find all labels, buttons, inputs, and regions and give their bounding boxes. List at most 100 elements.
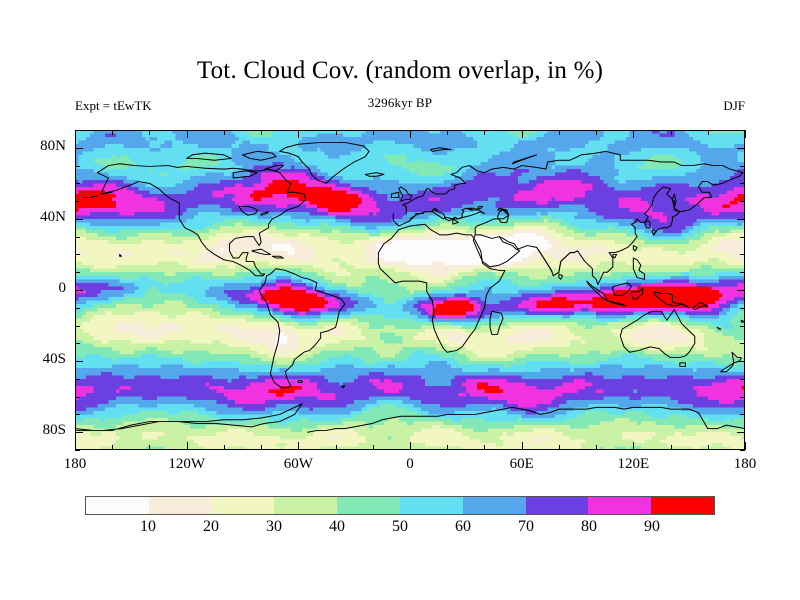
colorbar-tick-20: 20 bbox=[203, 518, 219, 535]
coastline-segment-2 bbox=[186, 152, 232, 161]
coastline-segment-3 bbox=[241, 150, 277, 161]
x-tick-top-180 bbox=[745, 130, 747, 138]
coastline-segment-17 bbox=[630, 287, 644, 300]
y-label-80S: 80S bbox=[42, 422, 66, 439]
contour-field bbox=[75, 130, 745, 450]
y-label-80N: 80N bbox=[40, 137, 66, 154]
colorbar-tick-70: 70 bbox=[518, 518, 534, 535]
x-label-180: 180 bbox=[733, 456, 757, 472]
colorbar-band-20-30 bbox=[211, 497, 275, 514]
y-tick-70 bbox=[75, 166, 80, 168]
colorbar-band-40-50 bbox=[337, 497, 400, 514]
x-label-60E: 60E bbox=[509, 456, 534, 472]
y-tick-right--40 bbox=[737, 361, 745, 363]
colorbar bbox=[85, 496, 715, 515]
coastline-segment-21 bbox=[679, 362, 686, 367]
y-tick-right-30 bbox=[740, 237, 745, 239]
x-tick-0 bbox=[410, 442, 412, 450]
y-tick-80 bbox=[75, 148, 83, 150]
y-tick--10 bbox=[75, 308, 80, 310]
y-tick--70 bbox=[75, 414, 80, 416]
coastline-segment-42 bbox=[632, 245, 638, 252]
coastline-segment-37 bbox=[429, 147, 452, 152]
x-tick-top-100 bbox=[596, 130, 598, 135]
coastline-segment-43 bbox=[612, 253, 618, 259]
x-tick-top--180 bbox=[75, 130, 77, 138]
x-tick-100 bbox=[596, 445, 598, 450]
coastline-segment-24 bbox=[307, 406, 745, 433]
x-tick-top--160 bbox=[112, 130, 114, 135]
coastline-segment-4 bbox=[232, 170, 258, 179]
coastline-segment-27 bbox=[496, 209, 510, 223]
x-tick-top-40 bbox=[484, 130, 486, 135]
x-label-0: 0 bbox=[406, 456, 414, 472]
coastline-segment-29 bbox=[390, 191, 400, 199]
colorbar-tick-80: 80 bbox=[581, 518, 597, 535]
y-tick-40 bbox=[75, 219, 83, 221]
colorbar-tick-40: 40 bbox=[329, 518, 345, 535]
coastline-segment-30 bbox=[364, 172, 385, 177]
contour-band-20-30 bbox=[75, 226, 745, 450]
colorbar-band-70-80 bbox=[525, 497, 589, 514]
season-label: DJF bbox=[723, 98, 745, 113]
y-tick-right--30 bbox=[740, 343, 745, 345]
colorbar-tick-90: 90 bbox=[644, 518, 660, 535]
x-tick--120 bbox=[187, 442, 189, 450]
coastline-segment-47 bbox=[671, 193, 677, 209]
contour-band-60-70 bbox=[75, 130, 745, 418]
coastline-segment-19 bbox=[632, 257, 646, 280]
x-tick-40 bbox=[484, 445, 486, 450]
x-tick-top--140 bbox=[149, 130, 151, 135]
coastline-segment-16 bbox=[612, 282, 632, 296]
x-tick--60 bbox=[298, 442, 300, 450]
x-label-120W: 120W bbox=[168, 456, 205, 472]
x-tick--20 bbox=[373, 445, 375, 450]
coastline-segment-46 bbox=[264, 165, 284, 172]
y-tick--60 bbox=[75, 397, 80, 399]
contour-band-80-90 bbox=[75, 172, 745, 408]
contour-band-40-50 bbox=[75, 130, 745, 450]
coastline-segment-26 bbox=[260, 211, 270, 216]
y-tick--80 bbox=[75, 432, 83, 434]
x-label-120E: 120E bbox=[617, 456, 650, 472]
contour-band-30-40 bbox=[75, 218, 745, 450]
y-tick-0 bbox=[75, 290, 83, 292]
coastline-segment-1 bbox=[279, 141, 370, 184]
y-tick-right-10 bbox=[740, 272, 745, 274]
y-tick-right--70 bbox=[740, 414, 745, 416]
coastline-segment-23 bbox=[75, 403, 303, 431]
chart-title: Tot. Cloud Cov. (random overlap, in %) bbox=[196, 57, 604, 84]
x-tick-top--40 bbox=[336, 130, 338, 135]
coastline-segment-12 bbox=[653, 209, 681, 236]
coastline-segment-15 bbox=[586, 280, 627, 307]
experiment-label: Expt = tEwTK bbox=[75, 98, 152, 113]
y-tick-right-50 bbox=[740, 201, 745, 203]
x-tick-top--100 bbox=[224, 130, 226, 135]
y-tick-right--10 bbox=[740, 308, 745, 310]
coastline-segment-13 bbox=[651, 229, 657, 236]
x-tick-top-80 bbox=[559, 130, 561, 135]
y-tick-right-80 bbox=[737, 148, 745, 150]
colorbar-band-30-40 bbox=[274, 497, 338, 514]
x-tick-top-60 bbox=[522, 130, 524, 138]
x-tick-60 bbox=[522, 442, 524, 450]
y-tick-30 bbox=[75, 237, 80, 239]
y-tick-right-20 bbox=[740, 254, 745, 256]
coastline-segment-28 bbox=[398, 186, 413, 202]
y-tick-right--60 bbox=[740, 397, 745, 399]
colorbar-tick-60: 60 bbox=[455, 518, 471, 535]
colorbar-band-0-10 bbox=[86, 497, 149, 514]
chart-subtitle: 3296kyr BP bbox=[367, 95, 433, 110]
x-tick--100 bbox=[224, 445, 226, 450]
coastline-segment-20 bbox=[619, 309, 696, 359]
colorbar-band-50-60 bbox=[399, 497, 463, 514]
x-tick-top-0 bbox=[410, 130, 412, 138]
cloud-cover-map bbox=[75, 130, 745, 450]
coastline-segment-11 bbox=[536, 246, 579, 277]
y-tick-right-0 bbox=[737, 290, 745, 292]
x-tick--40 bbox=[336, 445, 338, 450]
coastline-segment-36 bbox=[740, 319, 745, 323]
y-tick-50 bbox=[75, 201, 80, 203]
colorbar-band-90-100 bbox=[651, 497, 714, 514]
coastline-segment-38 bbox=[511, 154, 538, 165]
